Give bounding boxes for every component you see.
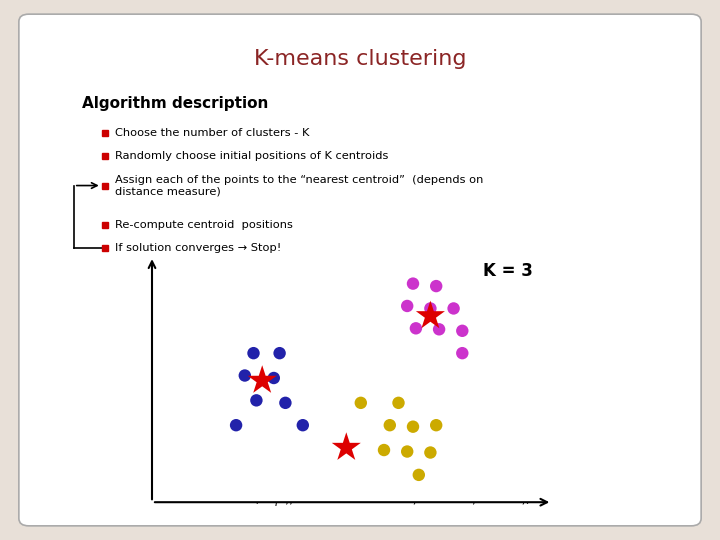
Point	[425, 312, 436, 320]
Point	[239, 371, 251, 380]
Point	[378, 446, 390, 454]
Point	[425, 304, 436, 313]
Point	[230, 421, 242, 429]
Point	[274, 349, 285, 357]
Point	[279, 399, 291, 407]
Text: Assign each of the points to the “nearest centroid”  (depends on
distance measur: Assign each of the points to the “neares…	[115, 175, 483, 197]
Point	[392, 399, 404, 407]
Text: (http://www.weizmann.ac.il/midrasha/courses/): (http://www.weizmann.ac.il/midrasha/cour…	[254, 493, 532, 506]
Point	[384, 421, 395, 429]
Point	[410, 324, 422, 333]
Text: K-means clustering: K-means clustering	[253, 49, 467, 69]
Text: If solution converges → Stop!: If solution converges → Stop!	[115, 242, 282, 253]
Text: Choose the number of clusters - K: Choose the number of clusters - K	[115, 129, 310, 138]
Point	[408, 422, 419, 431]
Text: K = 3: K = 3	[483, 262, 533, 280]
Point	[456, 327, 468, 335]
Point	[456, 349, 468, 357]
Point	[448, 304, 459, 313]
Point	[297, 421, 309, 429]
Point	[431, 421, 442, 429]
Point	[402, 447, 413, 456]
Point	[402, 302, 413, 310]
Text: Algorithm description: Algorithm description	[82, 96, 268, 111]
Point	[248, 349, 259, 357]
Point	[433, 325, 445, 334]
Point	[341, 443, 352, 452]
Point	[431, 282, 442, 291]
Point	[251, 396, 262, 404]
Text: Re-compute centroid  positions: Re-compute centroid positions	[115, 220, 293, 230]
Point	[413, 470, 425, 479]
Point	[355, 399, 366, 407]
Point	[408, 279, 419, 288]
Point	[268, 374, 279, 382]
Point	[256, 376, 268, 385]
Text: Randomly choose initial positions of K centroids: Randomly choose initial positions of K c…	[115, 151, 388, 161]
FancyBboxPatch shape	[19, 14, 701, 526]
Point	[425, 448, 436, 457]
